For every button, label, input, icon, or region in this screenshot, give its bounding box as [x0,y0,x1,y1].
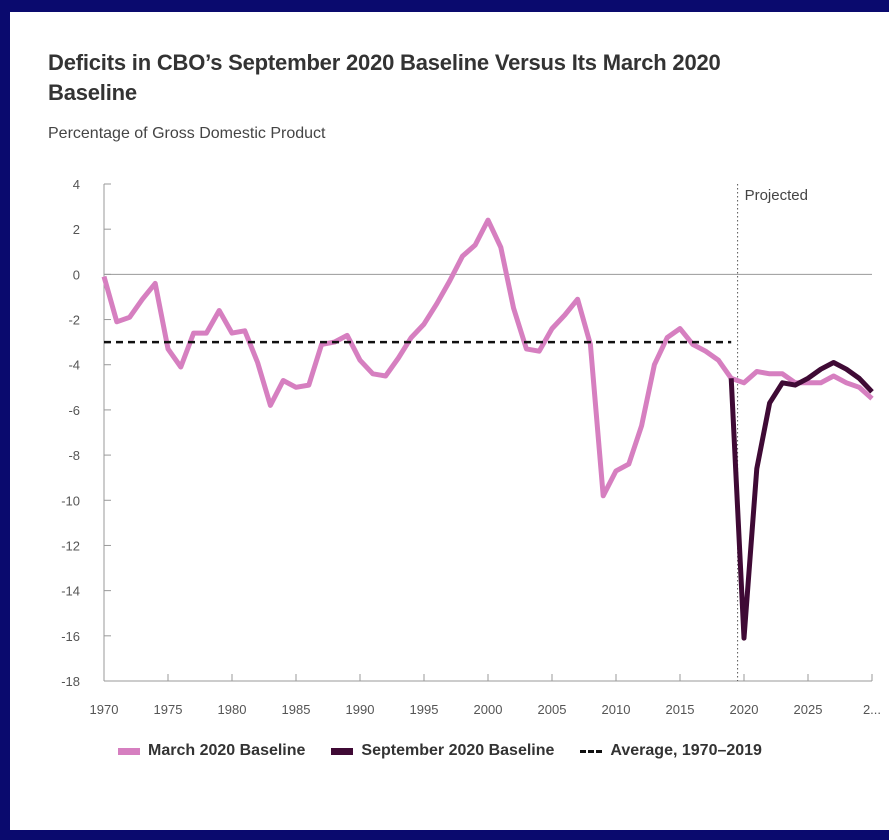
x-tick-label: 2020 [730,702,759,717]
chart-title: Deficits in CBO’s September 2020 Baselin… [48,50,721,105]
chart-panel [10,12,889,830]
x-tick-label: 1980 [218,702,247,717]
y-tick-label: 0 [73,267,80,282]
chart-subtitle: Percentage of Gross Domestic Product [48,125,326,142]
legend-item-march: March 2020 Baseline [118,742,305,760]
legend-swatch-september [331,747,354,755]
x-tick-label: 1990 [346,702,375,717]
x-tick-label: 1975 [154,702,183,717]
legend-label-september: September 2020 Baseline [361,742,555,759]
chart-legend: March 2020 Baseline September 2020 Basel… [118,742,762,760]
y-tick-label: -6 [68,403,80,418]
y-tick-label: 2 [73,222,80,237]
y-tick-label: -4 [68,358,80,373]
legend-item-september: September 2020 Baseline [331,742,554,760]
series-line-march-2020 [101,217,874,499]
series-line-september-2020 [728,360,874,641]
x-tick-label: 2010 [602,702,631,717]
y-tick-label: 4 [73,177,80,192]
x-tick-label: 2015 [666,702,695,717]
y-tick-label: -18 [61,674,80,689]
x-tick-label: 2000 [474,702,503,717]
chart-series [101,217,874,641]
x-tick-label: 2025 [794,702,823,717]
x-tick-label: 1970 [90,702,119,717]
legend-swatch-average [580,749,603,753]
projected-label: Projected [745,187,808,204]
x-tick-label: 1985 [282,702,311,717]
y-tick-label: -2 [68,313,80,328]
legend-label-average: Average, 1970–2019 [610,742,762,759]
line-chart: 4 2 0 -2 -4 -6 -8 -10 -12 -14 -16 -18 1970 1975 1980 19… [61,177,881,717]
x-tick-label: 1995 [410,702,439,717]
y-tick-label: -12 [61,538,80,553]
x-tick-label: 2005 [538,702,567,717]
y-tick-label: -8 [68,448,80,463]
chart-axes: 4 2 0 -2 -4 -6 -8 -10 -12 -14 -16 -18 1970 1975 1980 19… [61,177,881,717]
legend-label-march: March 2020 Baseline [148,742,306,759]
y-tick-label: -10 [61,493,80,508]
legend-swatch-march [118,747,140,755]
y-tick-label: -16 [61,629,80,644]
y-tick-label: -14 [61,584,80,599]
legend-item-average: Average, 1970–2019 [580,742,762,760]
x-tick-label: 2... [863,702,881,717]
